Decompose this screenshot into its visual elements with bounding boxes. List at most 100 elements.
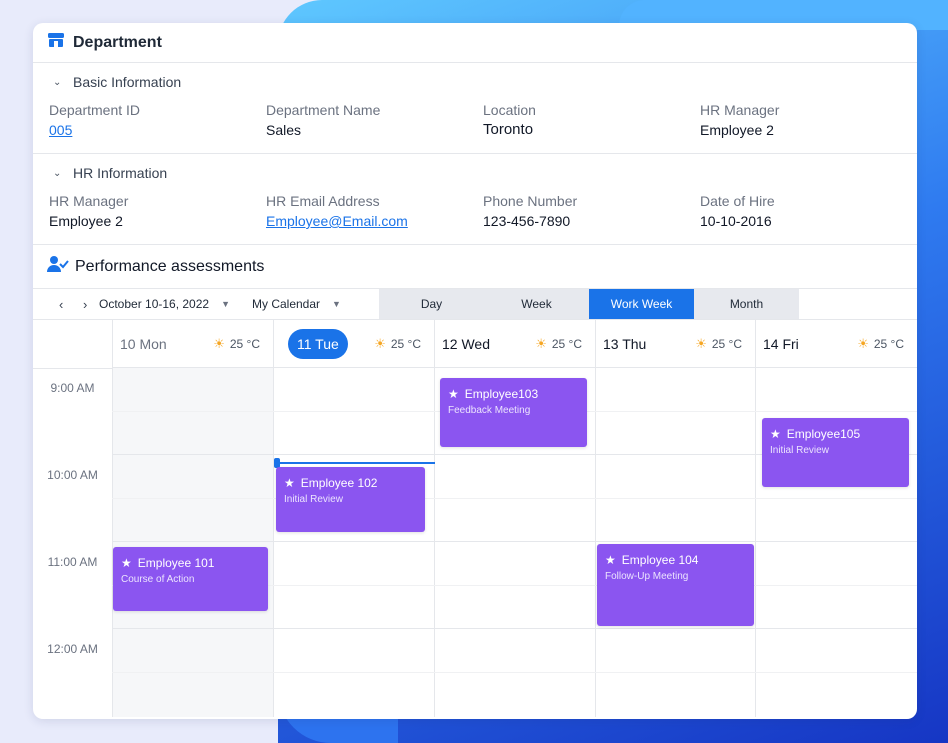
basic-info-label: Basic Information: [73, 74, 182, 90]
field-label: Phone Number: [483, 193, 578, 209]
day-label: 10 Mon: [120, 335, 167, 352]
field-label: Department Name: [266, 102, 381, 118]
weather-temp: 25 °C: [711, 336, 742, 351]
email-link[interactable]: Employee@Email.com: [266, 213, 408, 229]
field-value: Sales: [266, 122, 302, 138]
time-label: 12:00 AM: [47, 642, 98, 656]
chevron-down-icon: ⌄: [53, 167, 62, 179]
event-card[interactable]: ★ Employee105 Initial Review: [762, 418, 909, 487]
weather-temp: 25 °C: [390, 336, 421, 351]
day-header-wed[interactable]: 12 Wed ☀ 25 °C: [434, 320, 595, 368]
view-work-week[interactable]: Work Week: [589, 289, 694, 319]
day-header-thu[interactable]: 13 Thu ☀ 25 °C: [595, 320, 755, 368]
grid-line: [112, 672, 917, 673]
field-hr-manager: HR Manager Employee 2: [700, 101, 917, 153]
day-column-wed[interactable]: [434, 368, 595, 717]
grid-line: [112, 541, 917, 542]
sun-icon: ☀: [535, 335, 547, 351]
chevron-down-icon: ⌄: [53, 76, 62, 88]
current-time-marker: [274, 458, 280, 468]
card-header: Department: [33, 23, 917, 63]
weather: ☀ 25 °C: [695, 336, 742, 352]
weather: ☀ 25 °C: [213, 336, 260, 352]
day-label: 12 Wed: [442, 335, 490, 352]
weather-temp: 25 °C: [873, 336, 904, 351]
field-value: 123-456-7890: [483, 213, 571, 229]
time-label: 11:00 AM: [47, 555, 98, 569]
performance-header: Performance assessments: [33, 245, 917, 289]
event-name: Employee 102: [300, 476, 378, 490]
event-subtitle: Follow-Up Meeting: [605, 571, 689, 582]
day-column-thu[interactable]: [595, 368, 755, 717]
time-label: 9:00 AM: [50, 381, 95, 395]
field-label: HR Manager: [49, 193, 129, 209]
grid-line: [112, 628, 917, 629]
card-title: Department: [73, 33, 162, 51]
grid-line: [33, 368, 112, 369]
event-card[interactable]: ★ Employee 104 Follow-Up Meeting: [597, 544, 754, 626]
basic-info-fields: Department ID 005 Department Name Sales …: [33, 101, 917, 154]
sun-icon: ☀: [374, 335, 386, 351]
caret-down-icon[interactable]: ▼: [332, 299, 341, 309]
view-week[interactable]: Week: [521, 297, 552, 311]
current-time-line: [274, 462, 435, 464]
field-hr-email: HR Email Address Employee@Email.com: [266, 192, 483, 244]
date-range-selector[interactable]: October 10-16, 2022: [99, 297, 210, 311]
field-date-of-hire: Date of Hire 10-10-2016: [700, 192, 917, 244]
time-label: 10:00 AM: [47, 468, 98, 482]
sun-icon: ☀: [695, 335, 707, 351]
field-hr-manager: HR Manager Employee 2: [49, 192, 266, 244]
star-icon: ★: [121, 556, 132, 570]
event-name: Employee 104: [621, 553, 699, 567]
weather-temp: 25 °C: [551, 336, 582, 351]
event-card[interactable]: ★ Employee 101 Course of Action: [113, 547, 268, 611]
view-month[interactable]: Month: [729, 297, 764, 311]
field-location: Location Toronto: [483, 101, 700, 153]
caret-down-icon[interactable]: ▼: [221, 299, 230, 309]
sun-icon: ☀: [213, 335, 225, 351]
field-label: Department ID: [49, 102, 141, 118]
grid-line: [112, 454, 917, 455]
event-name: Employee103: [464, 387, 539, 401]
event-subtitle: Feedback Meeting: [448, 405, 531, 416]
day-header-fri[interactable]: 14 Fri ☀ 25 °C: [755, 320, 917, 368]
event-name: Employee105: [786, 427, 861, 441]
event-card[interactable]: ★ Employee 102 Initial Review: [276, 467, 425, 532]
event-name: Employee 101: [137, 556, 215, 570]
day-column-fri[interactable]: [755, 368, 917, 717]
star-icon: ★: [770, 427, 781, 441]
view-day[interactable]: Day: [420, 297, 443, 311]
hr-info-fields: HR Manager Employee 2 HR Email Address E…: [33, 192, 917, 245]
event-subtitle: Initial Review: [284, 494, 343, 505]
field-value: Employee 2: [700, 122, 774, 138]
star-icon: ★: [605, 553, 616, 567]
field-value: Employee 2: [49, 213, 123, 229]
today-badge: 11 Tue: [288, 328, 348, 359]
store-icon: [47, 32, 65, 53]
field-phone: Phone Number 123-456-7890: [483, 192, 700, 244]
calendar-toolbar: ‹ › October 10-16, 2022 ▼ My Calendar ▼ …: [33, 289, 917, 320]
field-label: HR Email Address: [266, 193, 380, 209]
weather: ☀ 25 °C: [857, 336, 904, 352]
calendar-selector[interactable]: My Calendar: [252, 297, 321, 311]
day-label: 13 Thu: [603, 335, 647, 352]
grid-line: [112, 585, 917, 586]
day-column-mon[interactable]: [112, 368, 273, 717]
field-label: Date of Hire: [700, 193, 775, 209]
day-header-mon[interactable]: 10 Mon ☀ 25 °C: [112, 320, 273, 368]
basic-info-toggle[interactable]: ⌄ Basic Information: [33, 63, 917, 101]
department-card: Department ⌄ Basic Information Departmen…: [33, 23, 917, 719]
department-id-link[interactable]: 005: [49, 122, 73, 138]
performance-title: Performance assessments: [75, 257, 265, 275]
event-card[interactable]: ★ Employee103 Feedback Meeting: [440, 378, 587, 447]
field-department-id: Department ID 005: [49, 101, 266, 153]
day-header-tue[interactable]: 11 Tue ☀ 25 °C: [273, 320, 434, 368]
event-subtitle: Initial Review: [770, 445, 829, 456]
star-icon: ★: [284, 476, 295, 490]
weather: ☀ 25 °C: [374, 336, 421, 352]
chevron-left-icon[interactable]: ‹: [59, 296, 64, 312]
weather-temp: 25 °C: [229, 336, 260, 351]
day-column-tue[interactable]: [273, 368, 434, 717]
chevron-right-icon[interactable]: ›: [83, 296, 88, 312]
hr-info-toggle[interactable]: ⌄ HR Information: [33, 154, 917, 192]
